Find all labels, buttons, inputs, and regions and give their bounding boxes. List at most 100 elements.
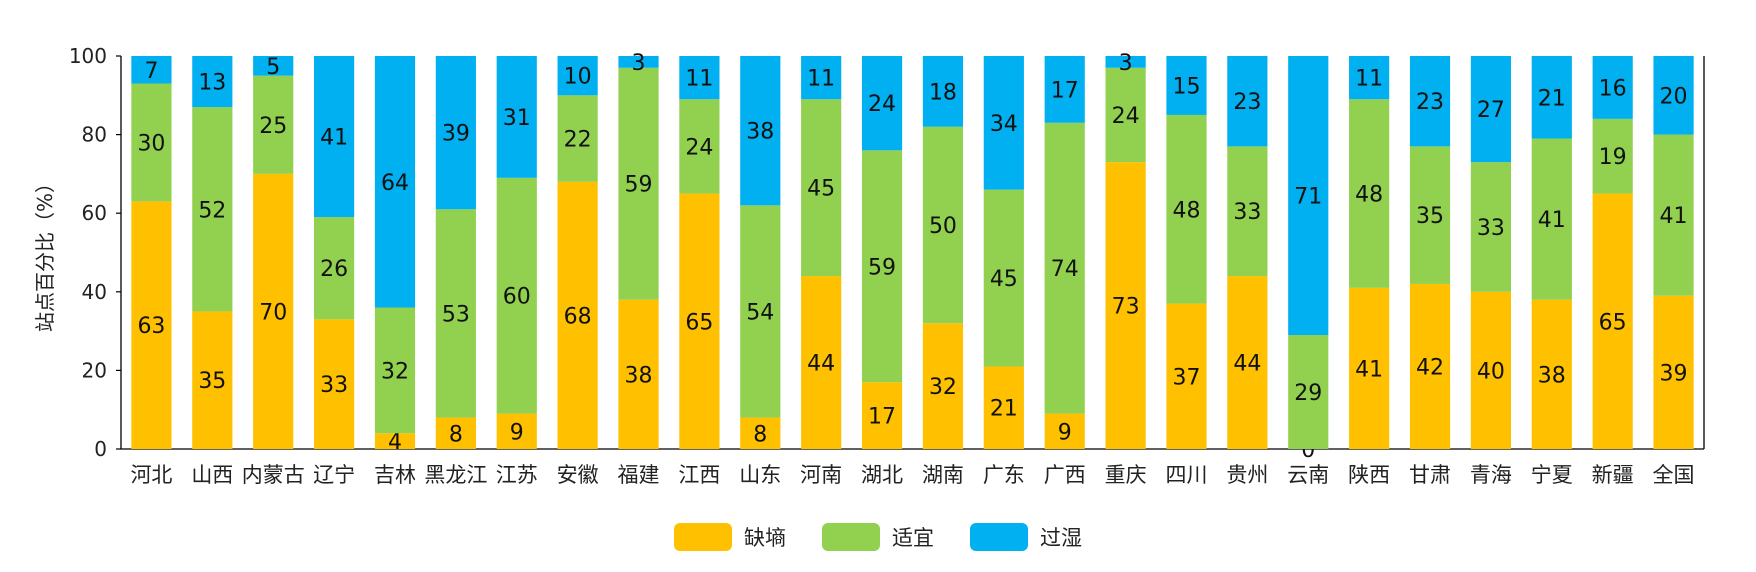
x-tick-label: 内蒙古 — [242, 463, 305, 487]
data-label: 29 — [1294, 381, 1322, 406]
data-label: 33 — [1233, 200, 1261, 225]
y-axis-title: 站点百分比（%） — [33, 173, 57, 332]
bar-segment — [1166, 303, 1207, 449]
bar-segment — [801, 99, 842, 277]
bar-segment — [435, 209, 476, 418]
data-label: 60 — [503, 285, 531, 310]
bar-segment — [496, 56, 537, 178]
data-label: 8 — [753, 422, 767, 447]
data-label: 54 — [746, 300, 774, 325]
bar-segment — [1288, 335, 1329, 449]
data-label: 11 — [1355, 67, 1383, 92]
y-tick-label: 0 — [94, 437, 107, 461]
bar-segment — [861, 382, 903, 449]
bar-segment — [1105, 67, 1146, 163]
data-label: 48 — [1172, 198, 1200, 223]
data-label: 8 — [449, 422, 463, 447]
bar-segment — [1409, 56, 1451, 147]
y-tick-label: 100 — [69, 44, 107, 68]
data-label: 10 — [564, 65, 592, 90]
data-label: 5 — [266, 55, 280, 80]
bar-segment — [1044, 56, 1085, 123]
bar-segment — [1044, 122, 1085, 414]
x-tick-label: 湖南 — [922, 463, 964, 487]
bar-segment — [1409, 283, 1451, 449]
bar-segment — [922, 126, 964, 324]
legend-swatch — [970, 523, 1028, 551]
data-label: 7 — [144, 59, 158, 84]
bar-segment — [314, 319, 355, 449]
bar-segment — [618, 67, 659, 300]
data-label: 41 — [1660, 204, 1688, 229]
bar-segment — [1470, 162, 1511, 292]
x-tick-label: 吉林 — [374, 463, 416, 487]
data-label: 9 — [1058, 420, 1072, 445]
x-tick-label: 青海 — [1470, 463, 1512, 487]
legend-label: 缺墒 — [744, 526, 786, 550]
bar-segment — [801, 276, 842, 449]
bar-segment — [679, 193, 720, 449]
legend-swatch — [674, 523, 732, 551]
x-tick-label: 湖北 — [861, 463, 903, 487]
bar-segment — [1044, 413, 1085, 449]
data-label: 38 — [625, 363, 653, 388]
bar-segment — [1470, 56, 1511, 163]
data-label: 45 — [990, 267, 1018, 292]
x-tick-label: 山西 — [191, 463, 233, 487]
bar-segment — [922, 323, 964, 449]
data-label: 17 — [868, 405, 896, 430]
bar-segment — [314, 217, 355, 320]
bar-segment — [314, 56, 355, 218]
bar-segment — [253, 75, 294, 174]
bar-segment — [983, 366, 1024, 449]
bar-segment — [1227, 56, 1268, 147]
data-label: 63 — [137, 314, 165, 339]
data-label: 21 — [990, 397, 1018, 422]
bar-segment — [740, 56, 781, 206]
x-tick-label: 黑龙江 — [424, 463, 487, 487]
data-label: 59 — [625, 173, 653, 198]
data-label: 52 — [198, 198, 226, 223]
bar-segment — [557, 56, 598, 96]
data-label: 11 — [807, 67, 835, 92]
data-label: 68 — [564, 304, 592, 329]
x-tick-label: 贵州 — [1226, 463, 1268, 487]
bar-segment — [374, 433, 416, 449]
bar-segment — [496, 413, 537, 449]
x-tick-label: 广东 — [983, 463, 1025, 487]
bar-segment — [1531, 138, 1572, 300]
legend-label: 适宜 — [892, 526, 934, 550]
data-label: 32 — [381, 359, 409, 384]
data-label: 35 — [1416, 204, 1444, 229]
bar-segment — [1531, 56, 1572, 139]
bar-segment — [618, 299, 659, 449]
bar-segment — [740, 205, 781, 418]
data-label: 34 — [990, 112, 1018, 137]
data-label: 65 — [1599, 310, 1627, 335]
bar-segment — [1166, 114, 1207, 304]
bar-segment — [253, 56, 294, 76]
data-label: 17 — [1051, 78, 1079, 103]
x-tick-label: 江苏 — [496, 463, 538, 487]
bar-segment — [1227, 146, 1268, 277]
data-label: 41 — [320, 126, 348, 151]
data-label: 33 — [320, 373, 348, 398]
data-label: 38 — [1538, 363, 1566, 388]
data-label: 9 — [510, 420, 524, 445]
bar-segment — [1105, 56, 1146, 68]
bar-segment — [1349, 287, 1390, 449]
y-tick-label: 40 — [82, 280, 107, 304]
x-tick-label: 广西 — [1044, 463, 1086, 487]
y-tick-label: 80 — [82, 123, 107, 147]
bar-segment — [618, 56, 659, 68]
x-tick-label: 江西 — [678, 463, 720, 487]
legend-swatch — [822, 523, 880, 551]
bar-segment — [740, 417, 781, 449]
legend-label: 过湿 — [1040, 526, 1082, 550]
data-label: 13 — [198, 71, 226, 96]
y-tick-label: 20 — [82, 358, 107, 382]
y-tick-label: 60 — [82, 201, 107, 225]
data-label: 3 — [632, 51, 646, 76]
x-tick-label: 福建 — [618, 463, 660, 487]
data-label: 41 — [1355, 357, 1383, 382]
